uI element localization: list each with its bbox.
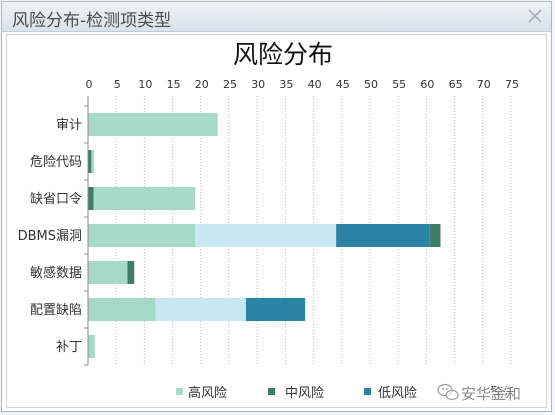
window-title: 风险分布-检测项类型 bbox=[12, 11, 172, 31]
close-icon[interactable] bbox=[527, 8, 543, 24]
chart-panel bbox=[6, 34, 547, 408]
title-bar[interactable]: 风险分布-检测项类型 bbox=[2, 2, 551, 32]
